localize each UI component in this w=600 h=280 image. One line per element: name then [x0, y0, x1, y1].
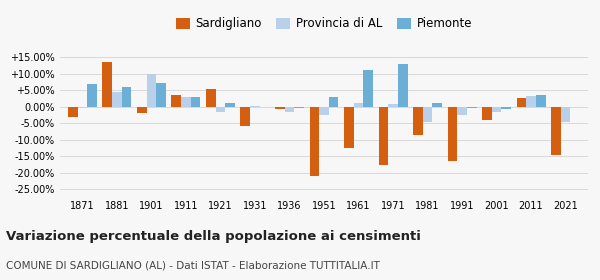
- Bar: [344, 107, 353, 148]
- Bar: [364, 70, 373, 107]
- Bar: [284, 107, 295, 112]
- Bar: [536, 95, 545, 107]
- Bar: [457, 107, 467, 115]
- Bar: [77, 107, 87, 108]
- Bar: [551, 107, 561, 155]
- Legend: Sardigliano, Provincia di AL, Piemonte: Sardigliano, Provincia di AL, Piemonte: [171, 13, 477, 35]
- Bar: [467, 107, 476, 108]
- Bar: [319, 107, 329, 115]
- Bar: [379, 107, 388, 165]
- Bar: [433, 103, 442, 107]
- Bar: [241, 107, 250, 126]
- Bar: [181, 97, 191, 107]
- Bar: [482, 107, 492, 120]
- Bar: [526, 96, 536, 107]
- Bar: [103, 62, 112, 107]
- Bar: [156, 83, 166, 107]
- Bar: [226, 103, 235, 107]
- Bar: [502, 107, 511, 109]
- Bar: [215, 107, 226, 112]
- Bar: [310, 107, 319, 176]
- Bar: [122, 87, 131, 107]
- Bar: [112, 92, 122, 107]
- Text: COMUNE DI SARDIGLIANO (AL) - Dati ISTAT - Elaborazione TUTTITALIA.IT: COMUNE DI SARDIGLIANO (AL) - Dati ISTAT …: [6, 260, 380, 270]
- Bar: [517, 98, 526, 107]
- Bar: [172, 95, 181, 107]
- Bar: [448, 107, 457, 161]
- Bar: [492, 107, 502, 112]
- Text: Variazione percentuale della popolazione ai censimenti: Variazione percentuale della popolazione…: [6, 230, 421, 242]
- Bar: [388, 104, 398, 107]
- Bar: [561, 107, 571, 122]
- Bar: [295, 107, 304, 108]
- Bar: [206, 89, 215, 107]
- Bar: [250, 106, 260, 107]
- Bar: [413, 107, 422, 135]
- Bar: [87, 84, 97, 107]
- Bar: [191, 97, 200, 107]
- Bar: [353, 103, 364, 107]
- Bar: [329, 97, 338, 107]
- Bar: [137, 107, 146, 113]
- Bar: [398, 64, 407, 107]
- Bar: [275, 107, 284, 109]
- Bar: [422, 107, 433, 122]
- Bar: [68, 107, 77, 116]
- Bar: [146, 74, 156, 107]
